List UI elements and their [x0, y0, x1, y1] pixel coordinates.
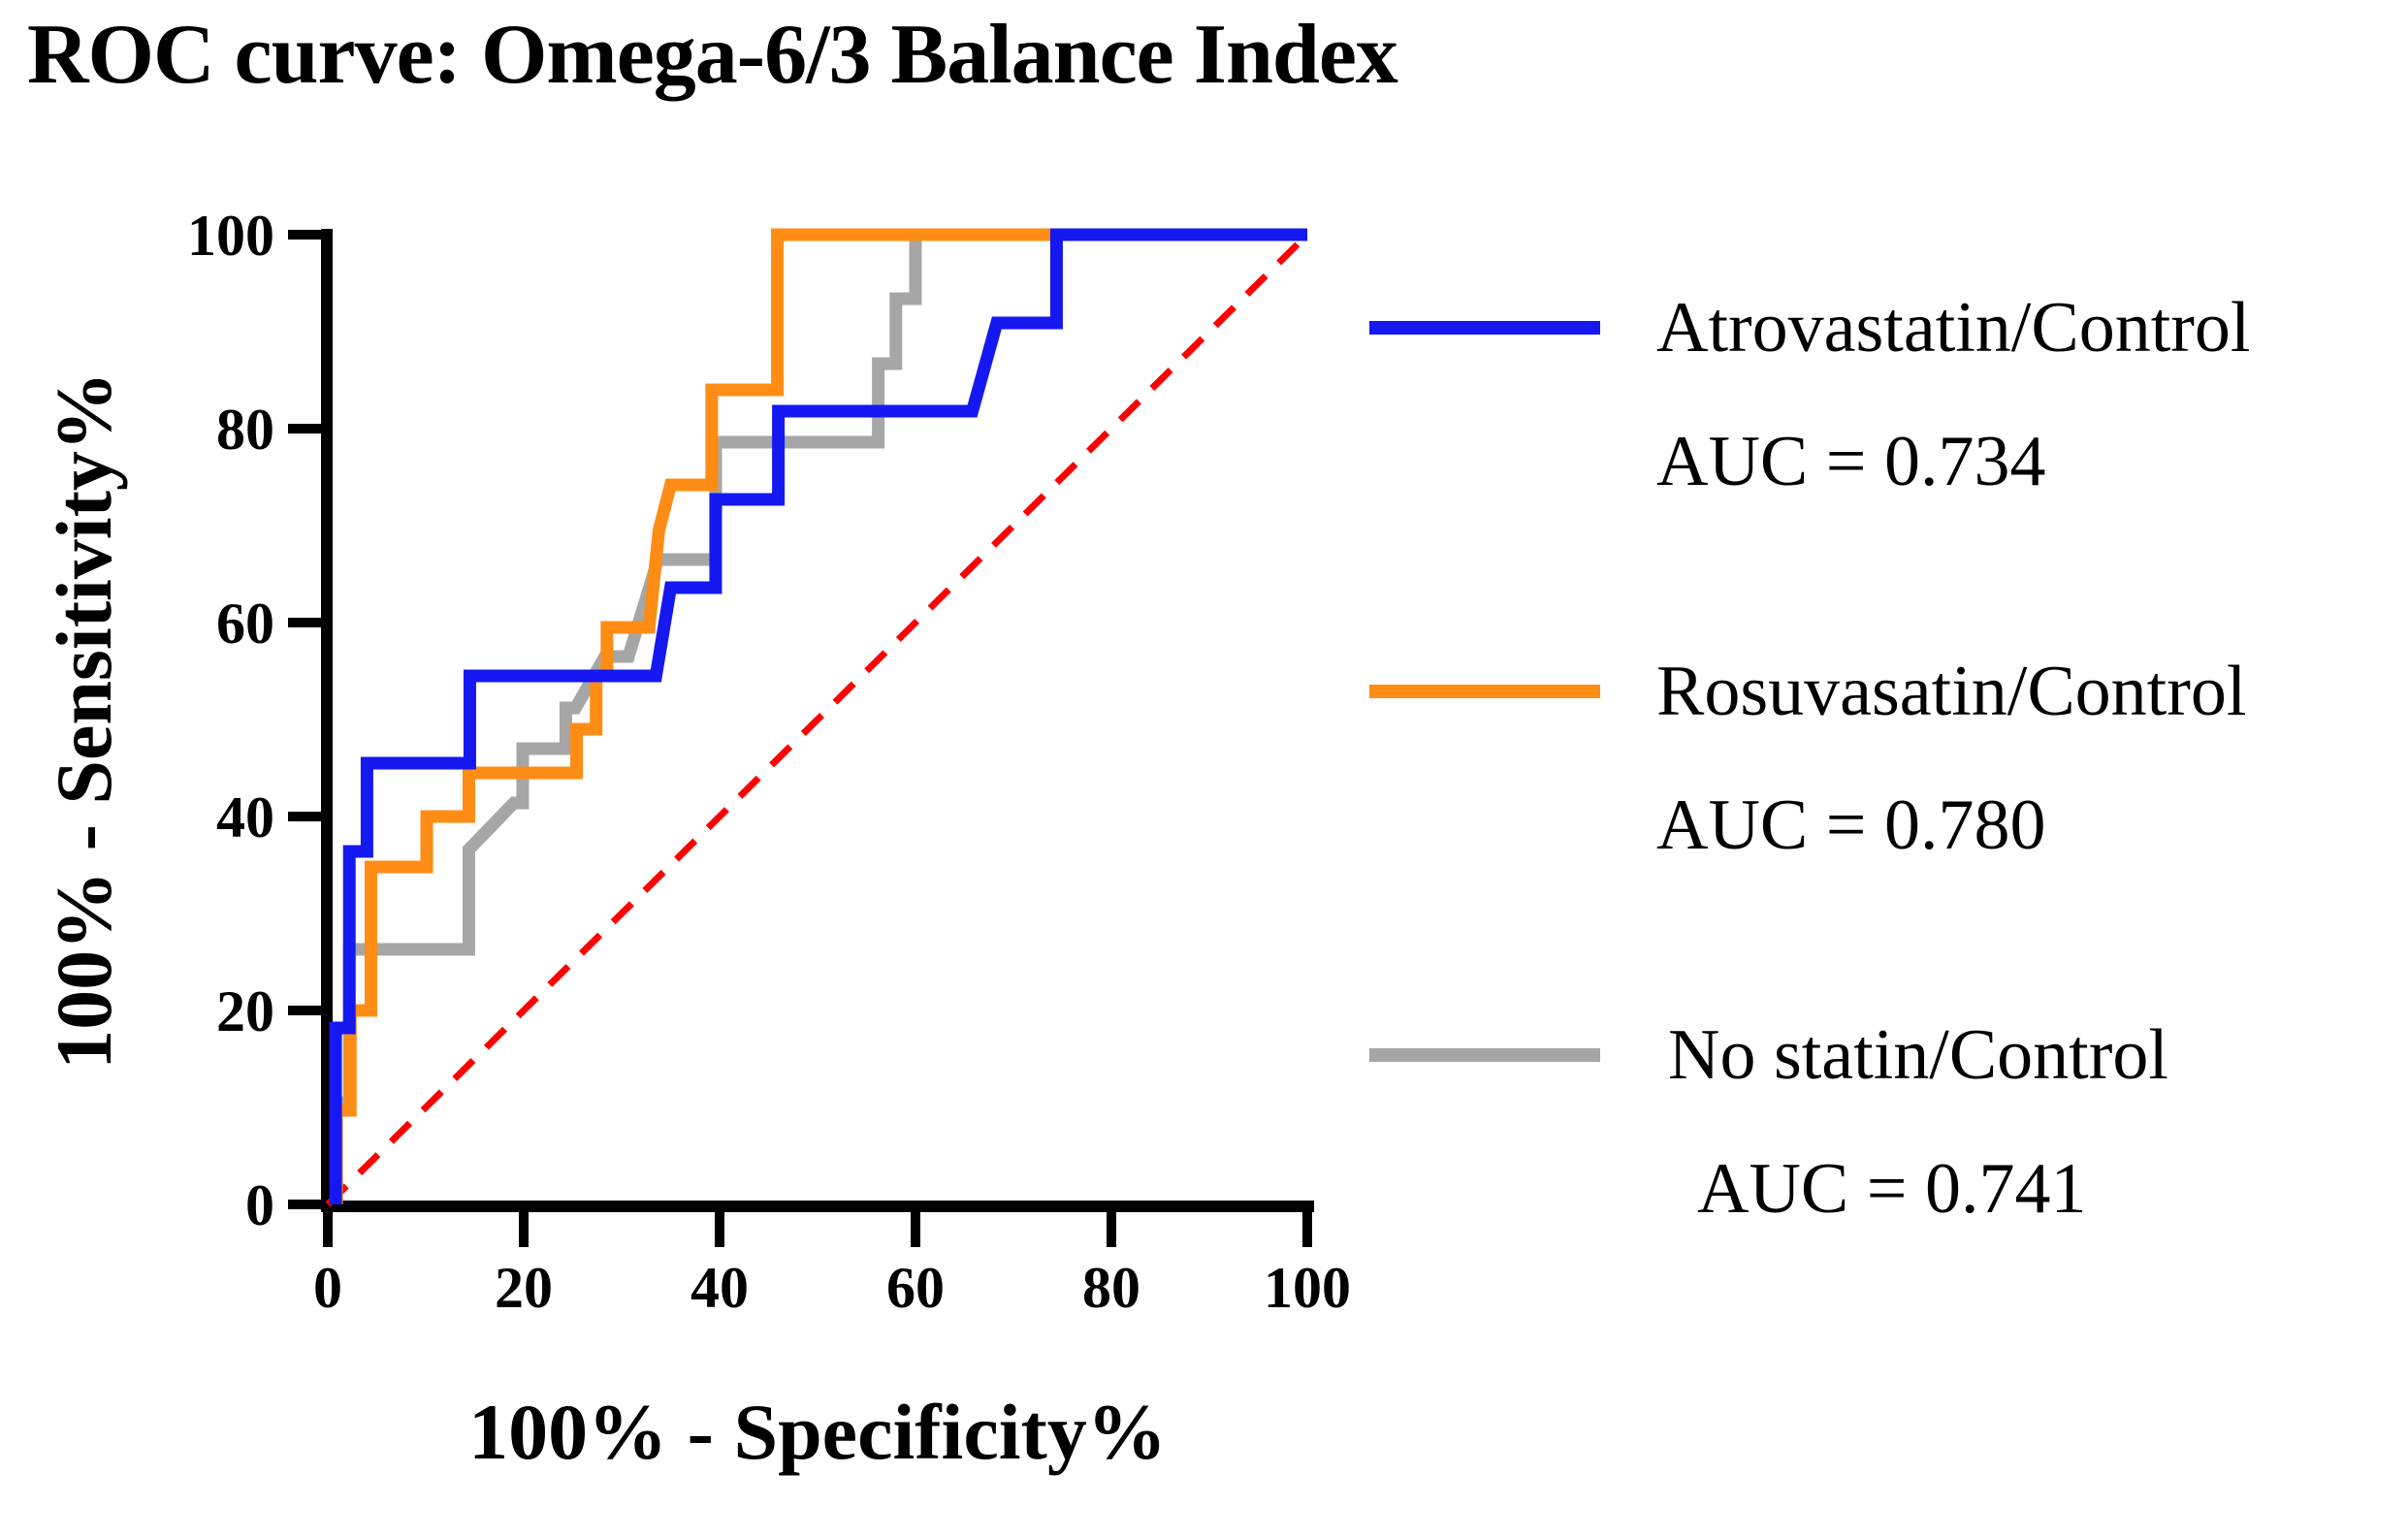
- x-tick-label: 80: [1082, 1256, 1140, 1320]
- legend-swatch-no-statin: [1369, 1048, 1600, 1062]
- curve-rosuvasatin-control: [330, 228, 1307, 1204]
- y-tick-label: 60: [216, 592, 274, 656]
- x-tick: [715, 1212, 724, 1247]
- y-tick: [288, 618, 321, 627]
- x-tick: [1107, 1212, 1116, 1247]
- legend-swatch-rosuvasatin: [1369, 685, 1600, 698]
- y-tick-label: 0: [245, 1173, 274, 1237]
- x-tick-label: 40: [690, 1256, 749, 1320]
- x-tick: [1302, 1212, 1312, 1247]
- y-tick: [288, 1006, 321, 1015]
- y-tick-label: 80: [216, 398, 274, 462]
- y-axis-label: 100% - Sensitivity%: [40, 371, 128, 1070]
- y-tick-label: 20: [216, 979, 274, 1043]
- legend-entry: Rosuvasatin/Control AUC = 0.780: [1369, 647, 2251, 870]
- x-tick-label: 0: [313, 1256, 342, 1320]
- x-axis-spine: [321, 1201, 1314, 1212]
- y-tick: [288, 230, 321, 240]
- y-tick-label: 40: [216, 785, 274, 849]
- legend-swatch-atrovastatin: [1369, 321, 1600, 335]
- x-tick-label: 20: [495, 1256, 553, 1320]
- legend-entry: No statin/Control AUC = 0.741: [1369, 1010, 2251, 1234]
- y-tick: [288, 812, 321, 821]
- x-tick: [519, 1212, 529, 1247]
- legend-label: Rosuvasatin/Control: [1656, 652, 2247, 731]
- x-tick-label: 100: [1264, 1256, 1351, 1320]
- legend-label: No statin/Control: [1668, 1015, 2168, 1095]
- curve-atrovastatin-control: [329, 228, 1307, 1204]
- legend-auc-value: AUC = 0.741: [1697, 1149, 2087, 1229]
- legend-auc-value: AUC = 0.780: [1656, 785, 2046, 865]
- reference-diagonal: [325, 232, 1310, 1207]
- x-tick: [911, 1212, 920, 1247]
- y-axis-spine: [321, 229, 333, 1212]
- legend-entry: Atrovastatin/Control AUC = 0.734: [1369, 283, 2251, 506]
- x-tick-label: 60: [886, 1256, 945, 1320]
- x-tick: [323, 1212, 333, 1247]
- y-tick: [288, 1200, 321, 1209]
- chart-title: ROC curve: Omega-6/3 Balance Index: [27, 8, 1398, 102]
- x-axis-label: 100% - Specificity%: [468, 1388, 1167, 1476]
- legend-label: Atrovastatin/Control: [1656, 288, 2251, 368]
- y-tick-label: 100: [187, 204, 274, 268]
- y-tick: [288, 424, 321, 433]
- legend-auc-value: AUC = 0.734: [1656, 422, 2046, 501]
- legend: Atrovastatin/Control AUC = 0.734 Rosuvas…: [1369, 283, 2251, 1374]
